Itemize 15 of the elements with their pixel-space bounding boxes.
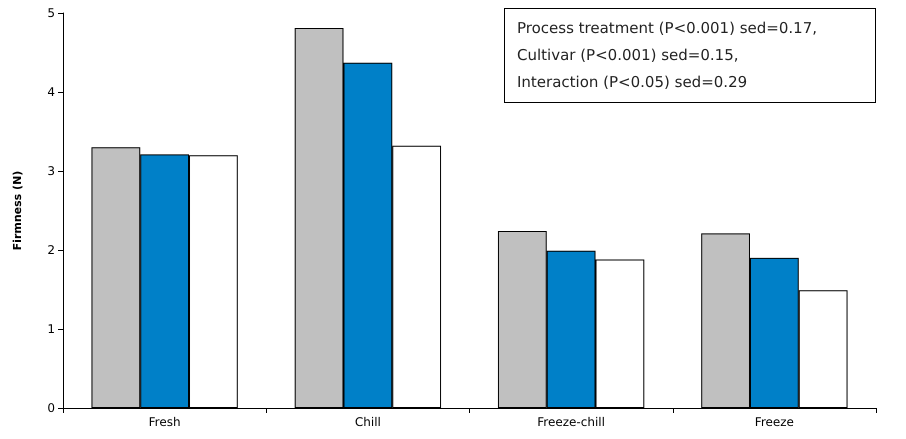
annotation: Cultivar (P<0.001) sed=0.15, [517, 45, 740, 66]
y-tick-label: 2 [47, 243, 55, 257]
y-tick-label: 3 [47, 164, 55, 178]
y-tick-label: 4 [47, 85, 55, 99]
annotation: Process treatment (P<0.001) sed=0.17, [517, 18, 818, 39]
x-tick-label: Chill [354, 415, 381, 429]
y-tick-label: 1 [47, 322, 55, 336]
annotation: Interaction (P<0.05) sed=0.29 [517, 72, 748, 93]
y-tick-label: 0 [47, 401, 55, 415]
y-axis-title: Firmness (N) [11, 170, 24, 250]
note-box: Process treatment (P<0.001) sed=0.17, Cultivar (P<0.001) sed=0.15, Interaction (P<0.05) sed=0.29 [504, 8, 876, 103]
x-tick-label: Fresh [148, 415, 181, 429]
y-tick-label: 5 [47, 6, 55, 20]
x-tick-label: Freeze-chill [537, 415, 605, 429]
x-tick-label: Freeze [754, 415, 794, 429]
